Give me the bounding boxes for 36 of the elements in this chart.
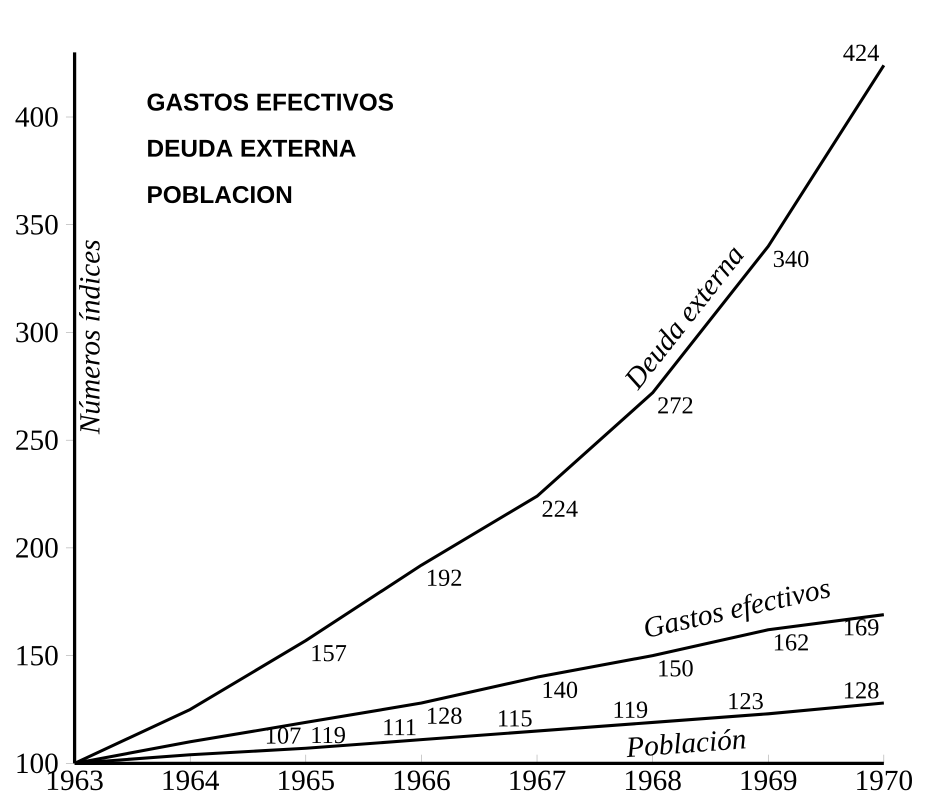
data-label: 107 — [266, 727, 301, 744]
y-tick-label: 150 — [17, 646, 58, 666]
y-tick-label: 300 — [16, 322, 58, 342]
data-label: 128 — [844, 682, 878, 698]
x-tick-label: 1968 — [626, 770, 681, 790]
data-label: 119 — [614, 701, 648, 718]
y-tick-label: 200 — [16, 538, 58, 558]
data-label: 272 — [658, 397, 692, 414]
y-axis-title: Números índices — [79, 240, 100, 434]
x-tick-label: 1966 — [394, 770, 450, 790]
data-label: 115 — [499, 710, 532, 726]
data-label: 424 — [843, 44, 880, 61]
data-label: 169 — [844, 619, 878, 636]
data-label: 111 — [384, 719, 416, 736]
data-label: 192 — [428, 570, 462, 586]
annotation: DEUDA EXTERNA — [148, 140, 356, 157]
annotation: GASTOS EFECTIVOS — [148, 93, 393, 111]
data-label: 150 — [659, 660, 693, 676]
y-tick-label: 400 — [15, 107, 58, 127]
y-tick-label: 350 — [16, 214, 58, 235]
data-label: 224 — [542, 500, 578, 517]
x-tick-label: 1965 — [279, 770, 334, 790]
data-label: 157 — [312, 644, 346, 662]
data-label: 162 — [774, 634, 808, 651]
data-label: 128 — [428, 707, 462, 724]
data-label: 119 — [312, 726, 345, 744]
y-tick-label: 250 — [16, 430, 58, 450]
x-tick-label: 1964 — [164, 770, 220, 790]
series-label: Población — [626, 728, 746, 758]
data-label: 340 — [774, 250, 808, 268]
x-tick-label: 1970 — [857, 770, 912, 790]
annotation: POBLACION — [148, 186, 292, 204]
data-label: 123 — [729, 692, 763, 710]
data-label: 140 — [544, 682, 578, 698]
x-tick-label: 1967 — [510, 770, 566, 790]
x-tick-label: 1969 — [742, 770, 796, 790]
